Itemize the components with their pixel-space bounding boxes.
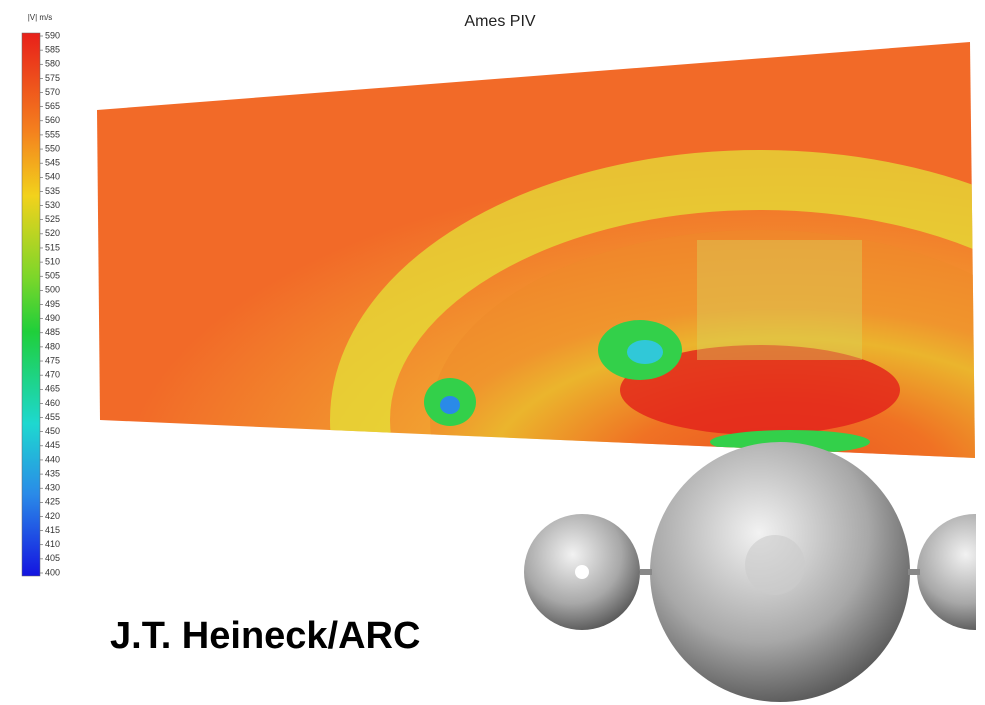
colorbar-tick-label: 500 xyxy=(45,285,60,295)
colorbar-tick-label: 575 xyxy=(45,73,60,83)
colorbar-tick-label: 585 xyxy=(45,45,60,55)
colorbar-tick-label: 435 xyxy=(45,468,60,478)
colorbar-tick-label: 425 xyxy=(45,497,60,507)
visualization: |V| m/s Ames PIV J.T. Heineck/ARC 590 585… xyxy=(0,0,985,705)
colorbar-tick-label: 415 xyxy=(45,525,60,535)
colorbar-tick-label: 540 xyxy=(45,172,60,182)
colorbar-tick-label: 590 xyxy=(45,30,60,40)
page: |V| m/s Ames PIV J.T. Heineck/ARC 590 585… xyxy=(0,0,985,705)
colorbar-tick-label: 450 xyxy=(45,426,60,436)
colorbar-tick-label: 465 xyxy=(45,384,60,394)
colorbar-tick-label: 410 xyxy=(45,539,60,549)
title: Ames PIV xyxy=(464,13,535,30)
colorbar-tick-label: 470 xyxy=(45,370,60,380)
colorbar-tick-label: 525 xyxy=(45,214,60,224)
colorbar-tick-label: 455 xyxy=(45,412,60,422)
model xyxy=(524,442,985,702)
colorbar-tick-label: 420 xyxy=(45,511,60,521)
colorbar-tick-label: 430 xyxy=(45,483,60,493)
colorbar-tick-label: 490 xyxy=(45,313,60,323)
colorbar-tick-label: 580 xyxy=(45,59,60,69)
colorbar-tick-label: 520 xyxy=(45,228,60,238)
colorbar-tick-label: 440 xyxy=(45,454,60,464)
colorbar-tick-label: 475 xyxy=(45,355,60,365)
colorbar-tick-label: 510 xyxy=(45,256,60,266)
colorbar xyxy=(22,33,40,576)
colorbar-tick-label: 405 xyxy=(45,553,60,563)
credit: J.T. Heineck/ARC xyxy=(110,615,420,657)
colorbar-tick-label: 485 xyxy=(45,327,60,337)
colorbar-tick-label: 495 xyxy=(45,299,60,309)
colorbar-tick-label: 400 xyxy=(45,567,60,577)
colorbar-tick-label: 445 xyxy=(45,440,60,450)
colorbar-tick-label: 535 xyxy=(45,186,60,196)
colorbar-tick-label: 560 xyxy=(45,115,60,125)
colorbar-tick-label: 555 xyxy=(45,129,60,139)
colorbar-tick-label: 530 xyxy=(45,200,60,210)
colorbar-tick-label: 545 xyxy=(45,158,60,168)
colorbar-label: |V| m/s xyxy=(28,13,53,22)
colorbar-tick-label: 480 xyxy=(45,341,60,351)
colorbar-tick-label: 550 xyxy=(45,143,60,153)
colorbar-tick-label: 565 xyxy=(45,101,60,111)
colorbar-tick-label: 515 xyxy=(45,242,60,252)
colorbar-tick-label: 570 xyxy=(45,87,60,97)
colorbar-tick-label: 505 xyxy=(45,271,60,281)
colorbar-tick-label: 460 xyxy=(45,398,60,408)
